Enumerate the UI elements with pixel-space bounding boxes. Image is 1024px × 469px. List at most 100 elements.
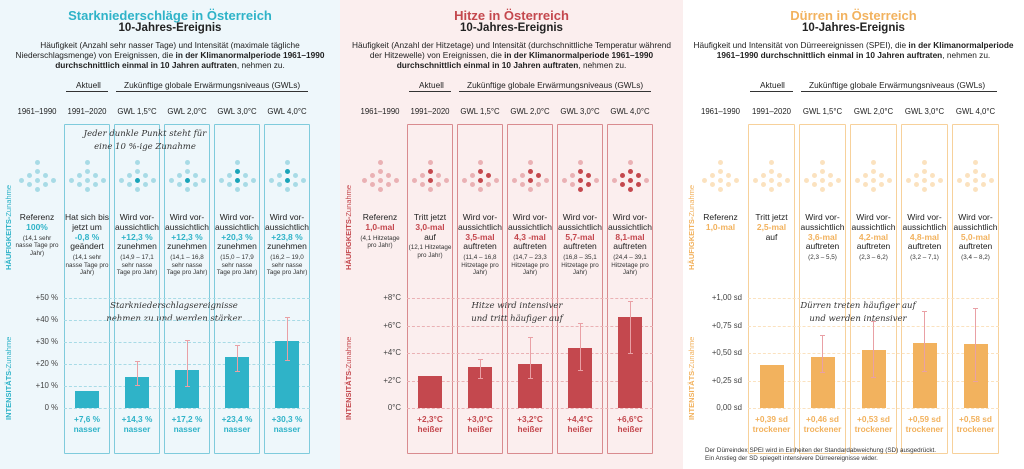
intensity-bar — [75, 391, 99, 408]
dot-dark — [184, 177, 190, 183]
frequency-description: Referenz 1,0-mal (4,1 Hitzetage pro Jahr) — [357, 212, 403, 250]
description-bold: in der Klimanormalperiode 1961–1990 durc… — [55, 50, 325, 71]
bar-value: +2,3°C — [417, 414, 443, 424]
dot-light — [710, 182, 715, 187]
dot-light — [34, 159, 40, 165]
dot-light — [863, 173, 868, 178]
dot-dark — [627, 168, 633, 174]
dot-light — [427, 159, 433, 165]
dot-light — [142, 173, 148, 178]
dot-light — [879, 173, 884, 178]
error-cap-top — [184, 339, 190, 341]
frequency-description: Wird vor-aussichtlich 3,6-mal auftreten (2,… — [799, 212, 846, 262]
y-gridline — [748, 408, 999, 409]
bar-value-word: heißer — [517, 424, 543, 434]
annotation-intensity: Dürren treten häufiger auf und werden int… — [758, 300, 958, 326]
annotation-intensity: Starkniederschlagsereignisse nehmen zu un… — [74, 300, 274, 326]
dot-light — [777, 182, 782, 187]
side-label-frequency: HÄUFIGKEITS-Zunahme — [4, 185, 13, 270]
frequency-description: Wird vor-aussichtlich 3,5-mal auftreten (11… — [457, 212, 503, 277]
frequency-range: (3,2 – 7,1) — [910, 254, 939, 262]
bar-value-label: +0,58 sd trockener — [952, 414, 999, 434]
header-future: Zukünftige globale Erwärmungsniveaus (GW… — [467, 80, 644, 90]
y-gridline — [64, 320, 310, 321]
annotation-dots: Jeder dunkle Punkt steht für eine 10 %-ig… — [70, 128, 220, 154]
header-line-future — [801, 91, 997, 92]
dot-light — [218, 177, 224, 183]
frequency-range: (16,2 – 19,0 sehr nasse Tage pro Jahr) — [266, 254, 308, 277]
dot-light — [965, 173, 970, 178]
bar-value-word: trockener — [803, 424, 842, 434]
error-bar — [975, 307, 976, 381]
bar-value: +3,0°C — [467, 414, 493, 424]
dot-light — [176, 182, 182, 187]
dot-dark — [627, 177, 633, 183]
frequency-range: (2,3 – 6,2) — [859, 254, 888, 262]
y-tick-label: 0,00 sd — [716, 403, 742, 412]
error-cap-bottom — [184, 386, 190, 387]
error-cap-top — [134, 360, 140, 362]
column-header: 1991–2020 — [410, 107, 450, 116]
dot-light — [176, 173, 182, 178]
frequency-value: 1,0-mal — [365, 221, 395, 232]
dot-light — [34, 186, 40, 192]
error-cap-bottom — [234, 370, 240, 372]
dot-light — [84, 186, 90, 192]
frequency-value: 100% — [26, 221, 48, 232]
error-bar — [873, 321, 874, 378]
frequency-value: 8,1-mal — [615, 231, 645, 242]
dot-light — [134, 186, 140, 192]
bar-value: +17,2 % — [171, 414, 203, 424]
dot-light — [769, 186, 774, 192]
header-line-future — [116, 91, 308, 92]
dot-light — [419, 182, 425, 187]
dot-light — [443, 177, 449, 183]
dot-light — [18, 177, 24, 183]
side-label-normal: Zunahme — [4, 184, 13, 217]
dot-light — [226, 173, 232, 178]
y-tick-label: +50 % — [35, 293, 58, 302]
bar-value-word: nasser — [123, 424, 151, 434]
side-label-frequency: HÄUFIGKEITS-Zunahme — [687, 185, 696, 270]
panel-rain: Starkniederschläge in Österreich 10-Jahre… — [0, 0, 340, 469]
frequency-line1: Wird vor-aussichtlich — [508, 212, 552, 232]
frequency-value: +20,3 % — [221, 231, 253, 242]
error-cap-top — [477, 358, 483, 360]
column-header: GWL 3,0°C — [904, 107, 945, 116]
dot-light — [477, 186, 483, 192]
dot-light — [922, 159, 927, 165]
dot-light — [377, 177, 383, 183]
dot-light — [836, 177, 841, 183]
column-header: GWL 2,0°C — [167, 107, 207, 116]
y-tick-label: +0,75 sd — [711, 320, 742, 330]
bar-value: +0,39 sd — [755, 414, 788, 424]
panel-subtitle: 10-Jahres-Ereignis — [118, 22, 222, 34]
dot-light — [879, 182, 884, 187]
dot-light — [938, 177, 943, 183]
error-bar — [186, 339, 188, 386]
dot-light — [643, 177, 649, 183]
dot-light — [26, 182, 32, 187]
frequency-line1: Referenz — [703, 212, 738, 222]
column-box — [557, 124, 603, 454]
dot-light — [593, 177, 599, 183]
frequency-range: (14,1 sehr nasse Tage pro Jahr) — [65, 254, 109, 277]
dot-light — [485, 182, 491, 187]
frequency-line1: Wird vor-aussichtlich — [458, 212, 502, 232]
description-text-end: , nehmen zu. — [942, 50, 991, 61]
column-header: GWL 3,0°C — [217, 107, 257, 116]
dot-light — [922, 186, 927, 192]
dot-light — [804, 177, 809, 183]
panel-heat: Hitze in Österreich 10-Jahres-Ereignis Häu… — [340, 0, 683, 469]
footnote-line: Der Dürreindex SPEI wird in Einheiten de… — [705, 447, 937, 454]
bar-value: +0,53 sd — [857, 414, 890, 424]
error-bar — [286, 316, 288, 360]
dot-light — [569, 173, 575, 178]
frequency-line3: auftreten — [805, 241, 840, 252]
dot-light — [769, 159, 774, 165]
dot-light — [92, 173, 98, 178]
annotation-line: nehmen zu und werden stärker — [106, 314, 242, 324]
dot-light — [92, 182, 98, 187]
dot-dark — [535, 173, 541, 178]
dot-light — [561, 177, 567, 183]
